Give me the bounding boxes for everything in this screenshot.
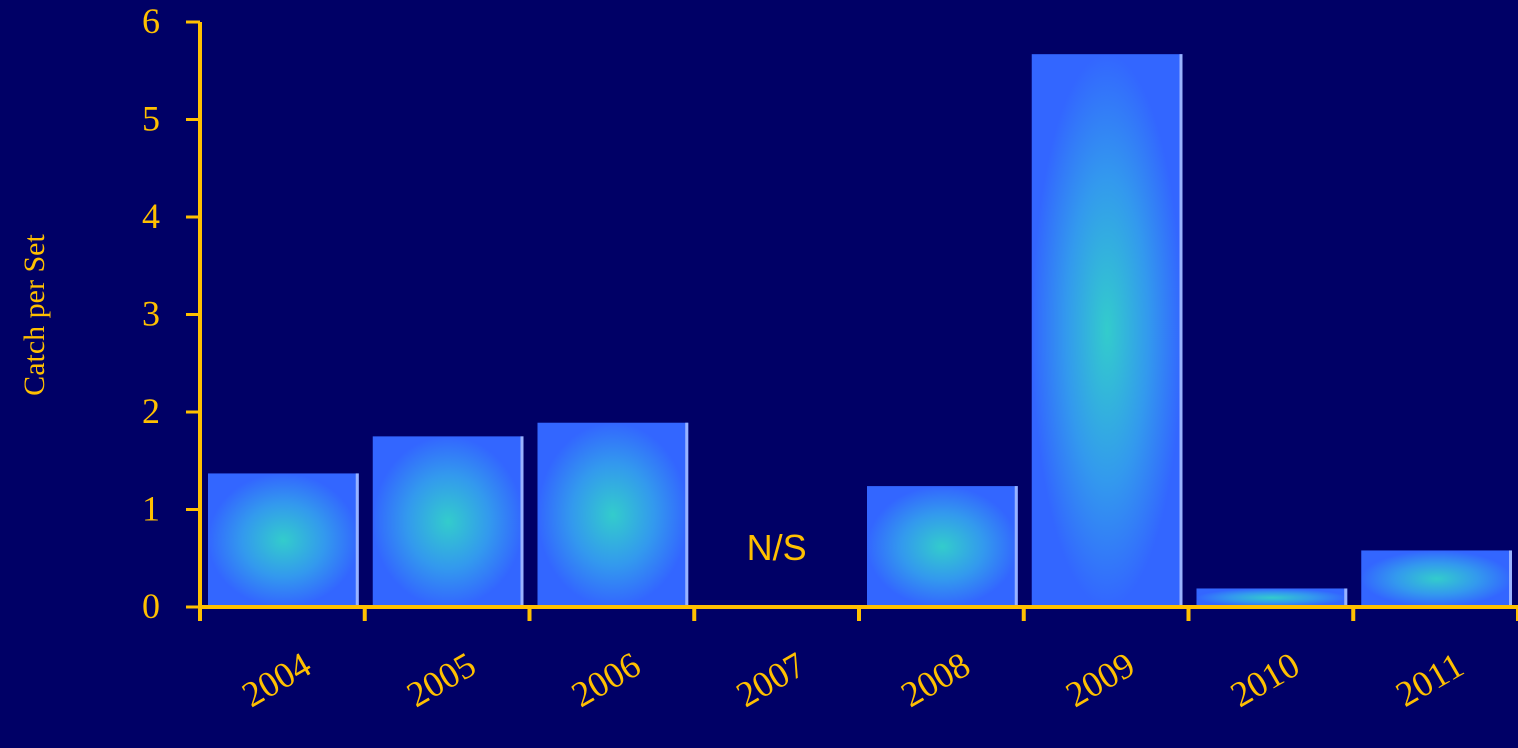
- bar-2010: [1196, 588, 1348, 607]
- bar-edge-highlight: [1014, 486, 1018, 607]
- bar-edge-highlight: [1344, 588, 1348, 607]
- y-tick-label-4: 4: [142, 196, 160, 236]
- bar-edge-highlight: [1509, 550, 1512, 607]
- y-tick-label-5: 5: [142, 99, 160, 139]
- bars: [208, 54, 1512, 608]
- bar-body: [1196, 588, 1348, 607]
- bar-2004: [208, 473, 359, 607]
- x-tick-label-2009: 2009: [1059, 644, 1141, 715]
- bar-body: [372, 436, 524, 607]
- x-tick-label-2004: 2004: [235, 644, 317, 715]
- bar-edge-highlight: [1179, 54, 1183, 608]
- y-tick-label-2: 2: [142, 391, 160, 431]
- y-tick-label-6: 6: [142, 1, 160, 41]
- y-tick-label-3: 3: [142, 294, 160, 334]
- annotation-2007: N/S: [747, 527, 807, 568]
- x-tick-label-2010: 2010: [1224, 644, 1306, 715]
- bar-edge-highlight: [685, 422, 689, 607]
- bar-2009: [1031, 54, 1183, 608]
- bar-edge-highlight: [520, 436, 524, 607]
- y-tick-label-1: 1: [142, 489, 160, 529]
- x-tick-label-2011: 2011: [1389, 645, 1470, 715]
- bar-2011: [1361, 550, 1512, 607]
- bar-body: [1031, 54, 1183, 608]
- bar-body: [208, 473, 359, 607]
- x-tick-label-2005: 2005: [400, 644, 482, 715]
- x-axis-ticks: 2004 2005 2006 2007 2008 2009 2010 2011: [198, 607, 1518, 715]
- y-tick-label-0: 0: [142, 586, 160, 626]
- bar-body: [867, 486, 1018, 607]
- y-axis-label: Catch per Set: [18, 234, 51, 396]
- bar-2008: [867, 486, 1018, 607]
- bar-edge-highlight: [355, 473, 359, 607]
- y-axis-ticks: 0 1 2 3 4 5 6: [142, 1, 200, 626]
- bar-2005: [372, 436, 524, 607]
- bar-body: [537, 422, 689, 607]
- annotations: N/S: [747, 527, 807, 568]
- x-tick-label-2007: 2007: [729, 644, 811, 715]
- bar-2006: [537, 422, 689, 607]
- bar-body: [1361, 550, 1512, 607]
- x-tick-label-2006: 2006: [565, 644, 647, 715]
- x-tick-label-2008: 2008: [894, 644, 976, 715]
